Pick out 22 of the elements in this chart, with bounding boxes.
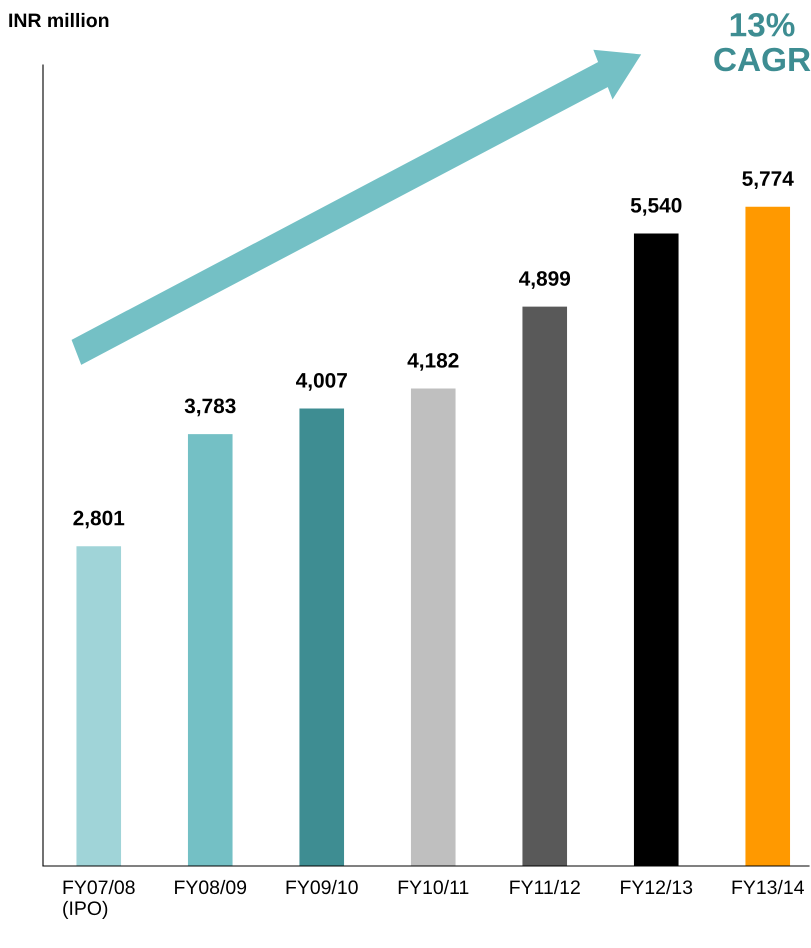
- data-label: 3,783: [184, 398, 236, 416]
- bar: [299, 408, 344, 866]
- data-label: 4,182: [408, 352, 458, 371]
- x-tick-label: FY13/14: [732, 880, 804, 894]
- x-tick-label: FY10/11: [398, 880, 468, 894]
- bar: [76, 546, 122, 866]
- x-tick-label: FY08/09: [175, 880, 246, 894]
- data-label: 4,007: [296, 372, 347, 391]
- bar: [188, 434, 233, 866]
- text: 13% CAGR: [714, 12, 810, 72]
- x-tick-label: FY11/12: [510, 880, 580, 894]
- data-label: 5,540: [630, 198, 682, 216]
- x-tick-label: FY07/08 (IPO): [63, 880, 135, 919]
- bar: [522, 306, 568, 866]
- x-tick-label: FY12/13: [621, 880, 692, 894]
- data-label: 4,899: [519, 271, 570, 289]
- text: INR million: [9, 12, 108, 28]
- bar: [410, 388, 456, 866]
- data-label: 5,774: [742, 171, 794, 189]
- data-label: 2,801: [73, 510, 124, 528]
- bar: [745, 206, 790, 866]
- x-tick-label: FY09/10: [286, 880, 358, 894]
